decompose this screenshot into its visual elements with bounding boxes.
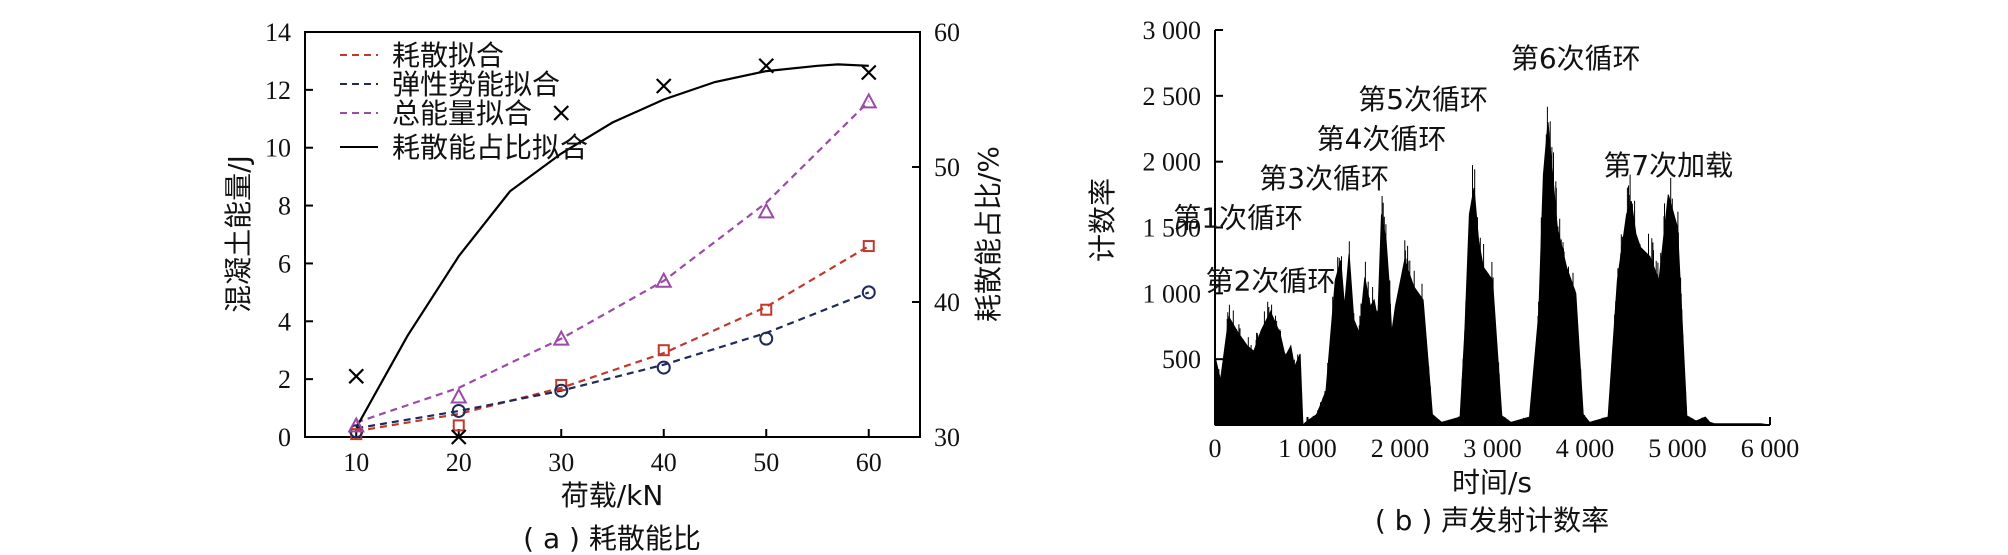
panel-a-data-markers xyxy=(347,57,878,445)
panel-b-x-tick-label: 3 000 xyxy=(1463,434,1522,463)
panel-a-y-tick-label: 8 xyxy=(278,192,291,221)
panel-a-caption: ( a ) 耗散能比 xyxy=(523,522,701,555)
marker-ratio xyxy=(450,429,467,445)
marker-dissipated xyxy=(657,344,670,357)
panel-b-y-tick-label: 3 000 xyxy=(1143,16,1202,45)
panel-b-y-tick-label: 1 000 xyxy=(1143,279,1202,308)
panel-b-y-tick-label: 500 xyxy=(1162,345,1201,374)
panel-a-ticks: 10 20 30 40 50 60 0 2 4 6 8 10 12 14 30 40 50 60 xyxy=(265,18,960,477)
annotation-cycle-3: 第3次循环 xyxy=(1259,162,1389,195)
legend-label-dissipated: 耗散拟合 xyxy=(392,39,504,72)
marker-total xyxy=(552,329,570,346)
marker-ratio xyxy=(860,64,877,81)
panel-b-x-tick-label: 1 000 xyxy=(1278,434,1337,463)
panel-b-caption: ( b ) 声发射计数率 xyxy=(1375,504,1609,537)
marker-elastic xyxy=(759,331,774,346)
panel-a-x-tick-label: 10 xyxy=(343,448,369,477)
panel-a-right-tick-label: 50 xyxy=(934,153,960,182)
annotation-cycle-1: 第1次循环 xyxy=(1173,202,1303,235)
panel-a-x-tick-label: 30 xyxy=(548,448,574,477)
panel-a-plot-frame xyxy=(304,31,921,438)
annotation-cycle-5: 第5次循环 xyxy=(1358,83,1488,116)
marker-ratio xyxy=(655,78,672,94)
panel-b-x-tick-label: 0 xyxy=(1209,434,1222,463)
panel-b-x-axis-label: 时间/s xyxy=(1452,466,1532,499)
panel-b-count-rate-area xyxy=(1214,106,1771,427)
panel-b-x-tick-label: 4 000 xyxy=(1556,434,1615,463)
panel-a-y-tick-label: 14 xyxy=(265,18,291,47)
annotation-cycle-4: 第4次循环 xyxy=(1317,123,1447,156)
marker-ratio xyxy=(553,105,570,121)
panel-b-y-axis-label: 计数率 xyxy=(1086,178,1119,262)
marker-dissipated xyxy=(760,303,773,316)
marker-dissipated xyxy=(452,419,465,432)
panel-a-right-tick-label: 40 xyxy=(934,288,960,317)
panel-b-x-tick-label: 5 000 xyxy=(1648,434,1707,463)
marker-total xyxy=(860,92,878,109)
panel-b-y-tick-label: 2 500 xyxy=(1143,82,1202,111)
panel-a-y-tick-label: 0 xyxy=(278,423,291,452)
panel-b-y-tick-label: 2 000 xyxy=(1143,148,1202,177)
marker-total xyxy=(757,202,775,219)
panel-a-x-axis-label: 荷载/kN xyxy=(561,479,664,512)
panel-a-x-tick-label: 50 xyxy=(753,448,779,477)
panel-a-x-tick-label: 40 xyxy=(651,448,677,477)
annotation-cycle-7: 第7次加载 xyxy=(1603,149,1733,182)
marker-total xyxy=(450,387,468,404)
panel-a-legend: 耗散拟合 弹性势能拟合 总能量拟合 耗散能占比拟合 xyxy=(340,39,588,164)
legend-label-elastic: 弹性势能拟合 xyxy=(392,68,560,101)
panel-a-y-axis-label: 混凝土能量/J xyxy=(222,155,255,313)
panel-b-acoustic-emission-count-rate: 0 1 000 2 000 3 000 4 000 5 000 6 000 500 1 000 1… xyxy=(1086,16,1799,537)
panel-b-ticks: 0 1 000 2 000 3 000 4 000 5 000 6 000 500 1 000 1… xyxy=(1143,16,1800,463)
marker-dissipated xyxy=(555,378,568,391)
fit-curve-total xyxy=(355,100,870,424)
fit-curve-elastic xyxy=(356,291,870,430)
marker-dissipated xyxy=(862,240,875,253)
marker-ratio xyxy=(348,368,365,385)
panel-b-x-tick-label: 6 000 xyxy=(1741,434,1800,463)
panel-a-y-tick-label: 10 xyxy=(265,134,291,163)
marker-ratio xyxy=(758,57,775,74)
panel-a-x-tick-label: 20 xyxy=(446,448,472,477)
panel-a-right-tick-label: 30 xyxy=(934,423,960,452)
marker-total xyxy=(655,271,673,288)
annotation-cycle-2: 第2次循环 xyxy=(1206,265,1336,298)
panel-b-y-tick-label: 1 500 xyxy=(1143,214,1202,243)
marker-elastic xyxy=(554,383,569,398)
legend-label-total: 总能量拟合 xyxy=(392,97,532,130)
panel-a-fit-curves xyxy=(355,63,870,433)
marker-total xyxy=(347,416,365,433)
panel-a-y-tick-label: 12 xyxy=(265,76,291,105)
panel-a-right-axis-label: 耗散能占比/% xyxy=(972,146,1005,322)
panel-a-y-tick-label: 2 xyxy=(278,365,291,394)
fit-curve-ratio xyxy=(355,63,869,429)
panel-a-x-tick-label: 60 xyxy=(856,448,882,477)
fit-curve-dissipated xyxy=(356,245,870,433)
legend-label-ratio: 耗散能占比拟合 xyxy=(392,131,588,164)
marker-elastic xyxy=(861,285,876,300)
panel-a-y-tick-label: 4 xyxy=(278,307,291,336)
marker-elastic xyxy=(451,403,466,418)
panel-a-right-tick-label: 60 xyxy=(934,18,960,47)
marker-elastic xyxy=(656,360,671,375)
panel-b-x-tick-label: 2 000 xyxy=(1371,434,1430,463)
panel-a-y-tick-label: 6 xyxy=(278,249,291,278)
panel-a-dissipated-energy-ratio: 10 20 30 40 50 60 0 2 4 6 8 10 12 14 30 40 50 60 荷载/kN 混凝… xyxy=(222,18,1005,555)
annotation-cycle-6: 第6次循环 xyxy=(1511,42,1641,75)
